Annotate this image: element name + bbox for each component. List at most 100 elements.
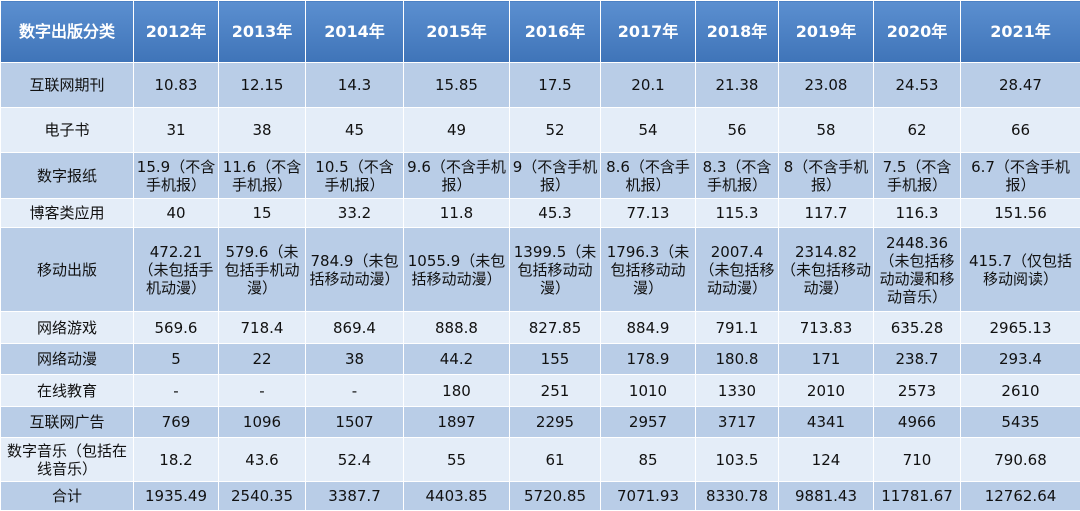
table-cell: 1055.9（未包括移动动漫） — [404, 228, 510, 312]
table-cell: 1096 — [219, 407, 306, 438]
table-cell: 22 — [219, 344, 306, 375]
table-cell: 6.7（不含手机报） — [961, 153, 1080, 199]
header-cell: 2014年 — [306, 1, 404, 63]
table-cell: - — [306, 375, 404, 407]
table-cell: 5720.85 — [510, 482, 601, 511]
row-label: 数字报纸 — [1, 153, 134, 199]
row-label: 网络游戏 — [1, 312, 134, 344]
table-cell: 251 — [510, 375, 601, 407]
table-cell: 888.8 — [404, 312, 510, 344]
table-cell: 10.5（不含手机报） — [306, 153, 404, 199]
header-cell: 2013年 — [219, 1, 306, 63]
table-cell: 869.4 — [306, 312, 404, 344]
table-cell: 718.4 — [219, 312, 306, 344]
table-cell: 1935.49 — [134, 482, 219, 511]
table-cell: 58 — [779, 108, 874, 153]
table-cell: 40 — [134, 199, 219, 228]
table-cell: 2540.35 — [219, 482, 306, 511]
table-cell: 2314.82（未包括移动动漫） — [779, 228, 874, 312]
table-cell: 8（不含手机报） — [779, 153, 874, 199]
table-cell: 1897 — [404, 407, 510, 438]
table-cell: 103.5 — [696, 438, 779, 482]
table-cell: 116.3 — [874, 199, 961, 228]
table-cell: 15.85 — [404, 63, 510, 108]
table-cell: 62 — [874, 108, 961, 153]
table-cell: 61 — [510, 438, 601, 482]
row-label: 移动出版 — [1, 228, 134, 312]
table-cell: 12762.64 — [961, 482, 1080, 511]
table-cell: 52.4 — [306, 438, 404, 482]
table-cell: 769 — [134, 407, 219, 438]
table-cell: 2448.36（未包括移动动漫和移动音乐） — [874, 228, 961, 312]
table-cell: 790.68 — [961, 438, 1080, 482]
table-cell: 415.7（仅包括移动阅读） — [961, 228, 1080, 312]
table-cell: 38 — [306, 344, 404, 375]
table-cell: - — [134, 375, 219, 407]
table-cell: 4341 — [779, 407, 874, 438]
table-cell: 49 — [404, 108, 510, 153]
table-cell: 17.5 — [510, 63, 601, 108]
row-label: 在线教育 — [1, 375, 134, 407]
row-label: 互联网广告 — [1, 407, 134, 438]
table-cell: 45 — [306, 108, 404, 153]
table-cell: 52 — [510, 108, 601, 153]
table-cell: 20.1 — [601, 63, 696, 108]
table-cell: 2957 — [601, 407, 696, 438]
table-cell: 77.13 — [601, 199, 696, 228]
header-cell: 2012年 — [134, 1, 219, 63]
table-cell: 7.5（不含手机报） — [874, 153, 961, 199]
table-cell: 884.9 — [601, 312, 696, 344]
table-cell: 155 — [510, 344, 601, 375]
table-cell: 1399.5（未包括移动动漫） — [510, 228, 601, 312]
table-cell: 117.7 — [779, 199, 874, 228]
table-cell: 710 — [874, 438, 961, 482]
table-cell: 171 — [779, 344, 874, 375]
table-cell: 43.6 — [219, 438, 306, 482]
table-cell: 8330.78 — [696, 482, 779, 511]
table-cell: 31 — [134, 108, 219, 153]
table-cell: 472.21（未包括手机动漫） — [134, 228, 219, 312]
table-cell: 15.9（不含手机报） — [134, 153, 219, 199]
table-cell: 2007.4（未包括移动动漫） — [696, 228, 779, 312]
table-cell: 1330 — [696, 375, 779, 407]
row-label: 数字音乐（包括在线音乐） — [1, 438, 134, 482]
table-cell: 2573 — [874, 375, 961, 407]
table-cell: 178.9 — [601, 344, 696, 375]
table-cell: 44.2 — [404, 344, 510, 375]
table-cell: 3387.7 — [306, 482, 404, 511]
table-cell: 9（不含手机报） — [510, 153, 601, 199]
table-cell: 2965.13 — [961, 312, 1080, 344]
table-cell: 56 — [696, 108, 779, 153]
row-label: 博客类应用 — [1, 199, 134, 228]
header-cell: 数字出版分类 — [1, 1, 134, 63]
header-cell: 2019年 — [779, 1, 874, 63]
table-cell: 635.28 — [874, 312, 961, 344]
table-cell: 2610 — [961, 375, 1080, 407]
table-cell: 18.2 — [134, 438, 219, 482]
table-cell: 5 — [134, 344, 219, 375]
table-cell: 180 — [404, 375, 510, 407]
table-cell: 24.53 — [874, 63, 961, 108]
table-cell: 1010 — [601, 375, 696, 407]
table-cell: 2010 — [779, 375, 874, 407]
table-cell: 5435 — [961, 407, 1080, 438]
header-cell: 2018年 — [696, 1, 779, 63]
row-label: 网络动漫 — [1, 344, 134, 375]
table-cell: 45.3 — [510, 199, 601, 228]
table-cell: 180.8 — [696, 344, 779, 375]
table-cell: 9.6（不含手机报） — [404, 153, 510, 199]
table-cell: 579.6（未包括手机动漫） — [219, 228, 306, 312]
table-cell: 15 — [219, 199, 306, 228]
row-label: 合计 — [1, 482, 134, 511]
table-cell: 827.85 — [510, 312, 601, 344]
table-cell: 55 — [404, 438, 510, 482]
